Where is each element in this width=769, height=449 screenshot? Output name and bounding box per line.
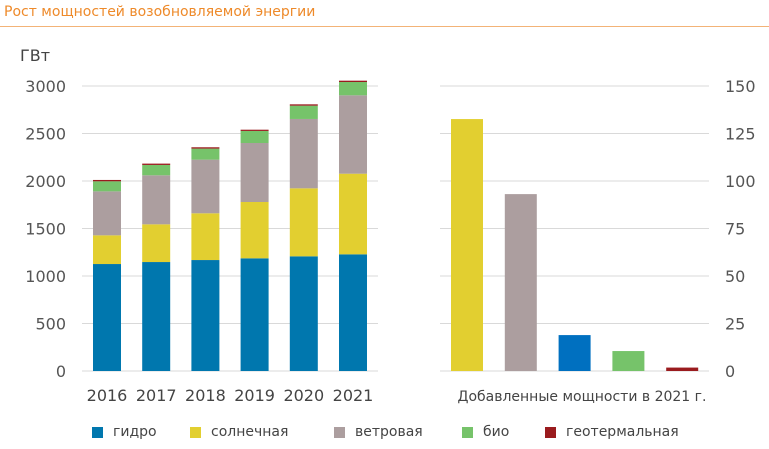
added-bar-wind xyxy=(504,194,537,371)
legend-item-geo: геотермальная xyxy=(545,424,679,440)
bar-bio-2017 xyxy=(142,164,171,176)
bar-wind-2019 xyxy=(240,143,269,202)
legend-swatch-hydro xyxy=(92,426,103,438)
legend-label: солнечная xyxy=(211,424,289,440)
y-tick-label: 125 xyxy=(725,125,756,144)
legend-swatch-solar xyxy=(190,426,201,438)
bar-bio-2020 xyxy=(289,105,318,119)
bar-bio-2018 xyxy=(191,148,220,160)
y-axis-unit: ГВт xyxy=(20,46,50,65)
y-tick-label: 2000 xyxy=(25,172,66,191)
legend-item-hydro: гидро xyxy=(92,424,157,440)
legend-label: ветровая xyxy=(355,424,423,440)
bar-wind-2021 xyxy=(339,95,367,174)
legend-item-solar: солнечная xyxy=(190,424,288,440)
x-tick-label: 2020 xyxy=(283,386,324,405)
legend-item-wind: ветровая xyxy=(334,424,423,440)
y-tick-label: 1500 xyxy=(25,220,66,239)
legend-label: геотермальная xyxy=(566,424,679,440)
x-tick-label: 2021 xyxy=(333,386,374,405)
added-bar-bio xyxy=(612,351,645,371)
bar-bio-2016 xyxy=(93,181,121,192)
added-bar-solar xyxy=(451,119,483,371)
bar-hydro-2016 xyxy=(93,264,121,371)
y-tick-label: 75 xyxy=(725,220,745,239)
bar-geo-2019 xyxy=(240,129,269,131)
legend-swatch-wind xyxy=(334,426,345,438)
y-tick-label: 100 xyxy=(725,172,756,191)
y-tick-label: 150 xyxy=(725,77,756,96)
bar-geo-2016 xyxy=(93,179,121,182)
bar-solar-2021 xyxy=(339,173,367,255)
y-tick-label: 1000 xyxy=(25,267,66,286)
y-tick-label: 500 xyxy=(35,315,66,334)
bar-wind-2018 xyxy=(191,159,220,214)
bar-solar-2018 xyxy=(191,213,220,261)
y-tick-label: 2500 xyxy=(25,125,66,144)
x-tick-label: 2019 xyxy=(234,386,275,405)
bar-wind-2017 xyxy=(142,175,171,225)
legend-label: био xyxy=(483,424,510,440)
bar-solar-2016 xyxy=(93,235,121,265)
y-tick-label: 0 xyxy=(725,362,735,381)
x-tick-label: 2017 xyxy=(136,386,177,405)
bar-geo-2021 xyxy=(339,80,367,83)
bar-geo-2020 xyxy=(289,104,318,106)
bar-solar-2020 xyxy=(289,188,318,257)
y-tick-label: 0 xyxy=(56,362,66,381)
legend: гидро солнечная ветровая био геотермальн… xyxy=(0,424,769,444)
bar-hydro-2017 xyxy=(142,262,171,371)
legend-swatch-bio xyxy=(462,426,473,438)
bar-hydro-2019 xyxy=(240,258,269,371)
bar-solar-2019 xyxy=(240,201,269,259)
bar-solar-2017 xyxy=(142,224,171,263)
bar-geo-2017 xyxy=(142,163,171,165)
y-tick-label: 25 xyxy=(725,315,745,334)
legend-swatch-geo xyxy=(545,426,556,438)
x-tick-label: 2018 xyxy=(185,386,226,405)
chart-title: Рост мощностей возобновляемой энергии xyxy=(4,4,316,20)
title-divider xyxy=(0,26,769,27)
legend-label: гидро xyxy=(113,424,157,440)
y-tick-label: 3000 xyxy=(25,77,66,96)
bar-wind-2016 xyxy=(93,191,121,236)
added-bar-geo xyxy=(666,367,699,371)
added-capacity-caption: Добавленные мощности в 2021 г. xyxy=(458,389,707,405)
added-bar-hydro_added xyxy=(558,335,591,371)
legend-item-bio: био xyxy=(462,424,509,440)
bar-hydro-2021 xyxy=(339,254,367,371)
bar-geo-2018 xyxy=(191,147,220,149)
bar-hydro-2018 xyxy=(191,260,220,371)
x-tick-label: 2016 xyxy=(87,386,128,405)
y-tick-label: 50 xyxy=(725,267,745,286)
bar-wind-2020 xyxy=(289,118,318,189)
bar-hydro-2020 xyxy=(289,256,318,371)
bar-bio-2019 xyxy=(240,130,269,143)
bar-bio-2021 xyxy=(339,82,367,96)
